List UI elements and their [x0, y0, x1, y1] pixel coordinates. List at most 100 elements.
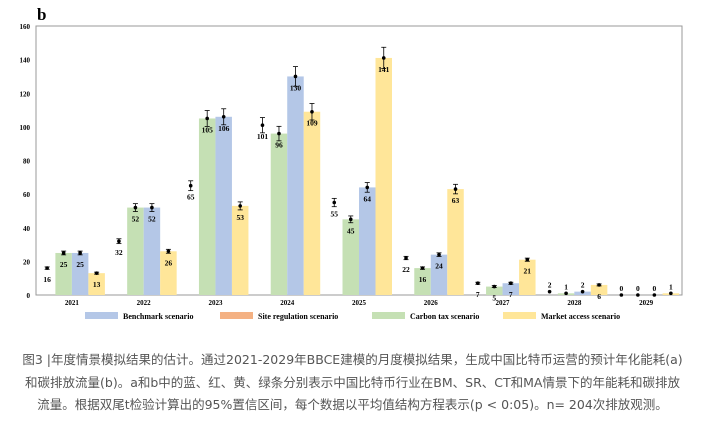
data-label: 109 [306, 119, 318, 128]
data-label: 7 [509, 290, 513, 299]
data-point [238, 204, 242, 208]
data-label: 24 [435, 262, 443, 271]
data-label: 52 [132, 215, 140, 224]
bar-market-access-scenario [160, 251, 177, 295]
data-label: 16 [43, 275, 51, 284]
y-tick-label: 80 [23, 158, 31, 166]
data-point [619, 293, 624, 297]
bar-benchmark-scenario [215, 116, 232, 295]
data-label: 0 [636, 284, 640, 293]
data-label: 55 [331, 210, 339, 219]
bar-carbon-tax-scenario [198, 118, 216, 295]
x-tick-label: 2028 [567, 299, 582, 307]
bar-market-access-scenario [590, 284, 608, 295]
bar-carbon-tax-scenario [486, 286, 503, 295]
data-point [476, 281, 480, 286]
data-point [404, 256, 408, 260]
data-label: 25 [60, 260, 68, 269]
data-point [669, 291, 673, 296]
data-point [94, 271, 99, 275]
bar-carbon-tax-scenario [127, 207, 144, 295]
data-point [260, 123, 265, 127]
data-label: 0 [652, 284, 656, 293]
x-tick-label: 2023 [208, 299, 223, 307]
x-tick-label: 2026 [424, 299, 439, 307]
data-point [652, 293, 657, 297]
data-point [580, 289, 585, 294]
figure-caption: 图3 |年度情景模拟结果的估计。通过2021-2029年BBCE建模的月度模拟结… [22, 352, 683, 412]
bar-benchmark-scenario [287, 76, 304, 295]
data-point [221, 114, 226, 119]
data-label: 2 [548, 281, 552, 290]
x-tick-label: 2027 [496, 299, 511, 307]
data-point [133, 205, 138, 210]
data-label: 63 [452, 196, 460, 205]
data-label: 2 [581, 281, 585, 290]
bar-benchmark-scenario [359, 187, 376, 295]
x-tick-label: 2021 [65, 299, 80, 307]
x-tick-label: 2022 [137, 299, 152, 307]
data-point [348, 217, 353, 222]
bar-benchmark-scenario [143, 207, 161, 295]
data-label: 52 [148, 215, 156, 224]
data-point [78, 251, 82, 255]
data-point [365, 185, 370, 190]
bar-benchmark-scenario [430, 254, 448, 295]
y-tick-label: 100 [20, 124, 31, 132]
y-tick-label: 120 [20, 90, 31, 98]
data-point [509, 281, 513, 286]
data-point [205, 116, 209, 121]
data-label: 64 [364, 194, 372, 203]
y-tick-label: 60 [23, 191, 31, 199]
legend-swatch [85, 312, 118, 319]
x-tick-label: 2025 [352, 299, 367, 307]
data-label: 6 [597, 292, 601, 301]
data-label: 21 [524, 267, 532, 276]
data-point [420, 266, 425, 270]
legend-swatch [220, 312, 253, 319]
data-point [332, 200, 337, 205]
data-label: 5 [492, 294, 496, 303]
data-point [150, 205, 154, 210]
data-label: 0 [619, 284, 623, 293]
data-label: 96 [275, 141, 283, 150]
data-point [437, 252, 441, 257]
data-label: 32 [115, 248, 123, 257]
data-label: 22 [402, 265, 410, 274]
legend-label: Market access scenario [541, 312, 620, 321]
x-tick-label: 2024 [280, 299, 295, 307]
data-point [547, 289, 552, 294]
bar-carbon-tax-scenario [414, 268, 431, 295]
data-point [597, 283, 601, 287]
y-tick-label: 40 [23, 225, 31, 233]
data-point [381, 56, 386, 60]
y-tick-label: 20 [23, 258, 31, 266]
legend-label: Benchmark scenario [123, 312, 193, 321]
bar-carbon-tax-scenario [342, 219, 359, 295]
data-point [166, 249, 171, 254]
data-label: 25 [76, 260, 84, 269]
legend-swatch [503, 312, 536, 319]
data-label: 105 [202, 125, 214, 134]
data-label: 1 [564, 282, 568, 291]
legend-label: Carbon tax scenario [410, 312, 479, 321]
data-label: 7 [476, 290, 480, 299]
x-tick-label: 2029 [639, 299, 654, 307]
bar-market-access-scenario [447, 189, 464, 295]
data-label: 13 [93, 280, 101, 289]
data-label: 65 [187, 193, 195, 202]
data-label: 16 [419, 275, 427, 284]
data-point [636, 293, 640, 297]
bar-benchmark-scenario [71, 252, 89, 295]
data-label: 106 [218, 124, 230, 133]
data-point [453, 187, 458, 191]
bar-carbon-tax-scenario [270, 133, 288, 295]
bar-market-access-scenario [375, 57, 392, 295]
data-label: 53 [236, 213, 244, 222]
bar-benchmark-scenario [502, 283, 520, 295]
bar-carbon-tax-scenario [55, 252, 72, 295]
bar-market-access-scenario [303, 111, 321, 296]
y-tick-label: 0 [27, 292, 31, 300]
data-point [117, 239, 121, 243]
